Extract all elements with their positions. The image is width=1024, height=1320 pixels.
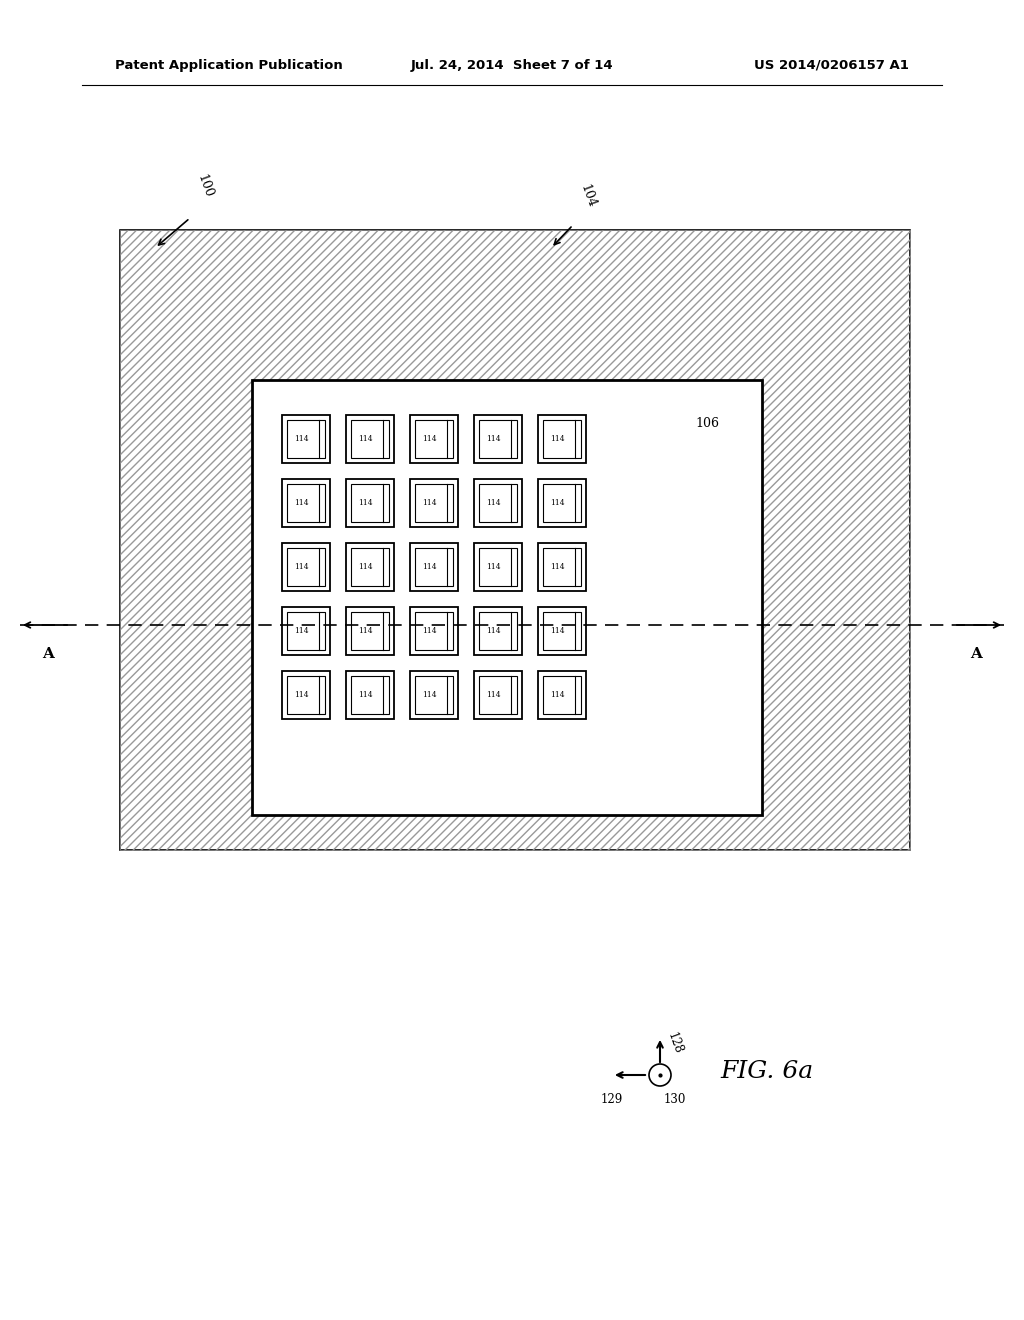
Bar: [479, 484, 517, 521]
Text: 114: 114: [486, 436, 501, 444]
Circle shape: [649, 1064, 671, 1086]
Bar: [351, 676, 389, 714]
Text: 114: 114: [486, 499, 501, 507]
Bar: [474, 414, 522, 463]
Text: 114: 114: [422, 499, 437, 507]
Bar: [415, 676, 453, 714]
Bar: [410, 543, 458, 591]
Text: 104: 104: [578, 183, 598, 210]
Bar: [120, 230, 910, 850]
Text: 114: 114: [422, 690, 437, 700]
Bar: [287, 612, 325, 649]
Text: 114: 114: [294, 564, 309, 572]
Bar: [282, 479, 330, 527]
Bar: [282, 543, 330, 591]
Bar: [287, 676, 325, 714]
Text: 129: 129: [601, 1093, 624, 1106]
Bar: [346, 607, 394, 655]
Bar: [351, 548, 389, 586]
Text: 114: 114: [358, 436, 373, 444]
Text: 130: 130: [664, 1093, 686, 1106]
Bar: [252, 380, 762, 814]
Text: A: A: [970, 647, 982, 661]
Bar: [120, 230, 910, 850]
Bar: [479, 676, 517, 714]
Bar: [415, 420, 453, 458]
Text: 114: 114: [550, 690, 565, 700]
Text: 114: 114: [294, 436, 309, 444]
Text: 114: 114: [358, 499, 373, 507]
Text: 114: 114: [294, 627, 309, 635]
Bar: [410, 479, 458, 527]
Text: 114: 114: [486, 627, 501, 635]
Text: FIG. 6a: FIG. 6a: [720, 1060, 813, 1084]
Text: 114: 114: [550, 627, 565, 635]
Text: 114: 114: [294, 499, 309, 507]
Bar: [410, 671, 458, 719]
Text: Patent Application Publication: Patent Application Publication: [115, 58, 343, 71]
Bar: [479, 612, 517, 649]
Text: 114: 114: [358, 564, 373, 572]
Bar: [543, 676, 581, 714]
Bar: [346, 671, 394, 719]
Bar: [287, 548, 325, 586]
Text: A: A: [42, 647, 54, 661]
Text: 114: 114: [358, 690, 373, 700]
Bar: [415, 484, 453, 521]
Bar: [282, 607, 330, 655]
Bar: [410, 414, 458, 463]
Bar: [410, 607, 458, 655]
Bar: [538, 479, 586, 527]
Bar: [538, 607, 586, 655]
Text: 114: 114: [294, 690, 309, 700]
Bar: [351, 420, 389, 458]
Bar: [474, 671, 522, 719]
Bar: [543, 548, 581, 586]
Bar: [415, 612, 453, 649]
Bar: [543, 420, 581, 458]
Bar: [351, 484, 389, 521]
Text: 114: 114: [422, 627, 437, 635]
Text: 114: 114: [550, 564, 565, 572]
Bar: [474, 543, 522, 591]
Bar: [474, 479, 522, 527]
Text: 114: 114: [486, 564, 501, 572]
Bar: [543, 484, 581, 521]
Bar: [351, 612, 389, 649]
Bar: [346, 479, 394, 527]
Bar: [282, 414, 330, 463]
Bar: [346, 414, 394, 463]
Bar: [287, 484, 325, 521]
Bar: [282, 671, 330, 719]
Text: 114: 114: [422, 436, 437, 444]
Bar: [474, 607, 522, 655]
Text: 106: 106: [695, 417, 719, 430]
Text: US 2014/0206157 A1: US 2014/0206157 A1: [754, 58, 909, 71]
Bar: [538, 543, 586, 591]
Text: 114: 114: [486, 690, 501, 700]
Text: 114: 114: [358, 627, 373, 635]
Text: 100: 100: [195, 173, 215, 201]
Text: 114: 114: [422, 564, 437, 572]
Text: 128: 128: [665, 1031, 685, 1056]
Bar: [346, 543, 394, 591]
Bar: [415, 548, 453, 586]
Bar: [538, 671, 586, 719]
Text: 114: 114: [550, 436, 565, 444]
Bar: [287, 420, 325, 458]
Text: 114: 114: [550, 499, 565, 507]
Bar: [543, 612, 581, 649]
Bar: [538, 414, 586, 463]
Bar: [479, 548, 517, 586]
Text: Jul. 24, 2014  Sheet 7 of 14: Jul. 24, 2014 Sheet 7 of 14: [411, 58, 613, 71]
Bar: [479, 420, 517, 458]
